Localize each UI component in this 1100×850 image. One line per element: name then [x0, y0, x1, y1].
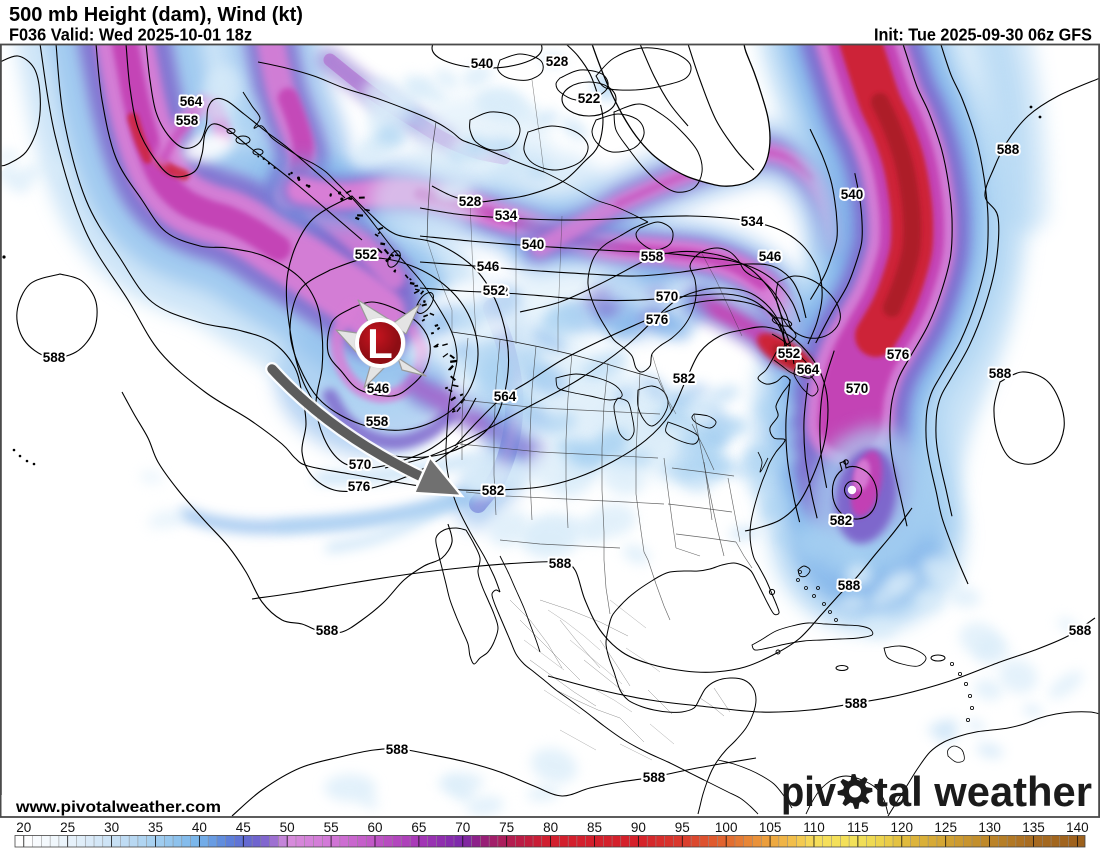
svg-text:L: L	[367, 320, 393, 367]
svg-text:570: 570	[656, 289, 679, 304]
svg-text:F036 Valid: Wed 2025-10-01 18z: F036 Valid: Wed 2025-10-01 18z	[9, 25, 252, 45]
svg-text:582: 582	[482, 483, 505, 498]
svg-text:85: 85	[587, 820, 602, 835]
svg-text:570: 570	[349, 457, 372, 472]
svg-text:115: 115	[847, 820, 869, 835]
svg-text:105: 105	[759, 820, 782, 835]
svg-text:75: 75	[499, 820, 514, 835]
svg-text:558: 558	[176, 113, 199, 128]
svg-text:522: 522	[578, 91, 601, 106]
svg-text:50: 50	[280, 820, 295, 835]
svg-text:576: 576	[887, 347, 910, 362]
svg-text:546: 546	[367, 381, 390, 396]
svg-text:35: 35	[148, 820, 163, 835]
svg-text:65: 65	[411, 820, 426, 835]
svg-text:540: 540	[471, 56, 494, 71]
svg-text:588: 588	[43, 350, 66, 365]
svg-text:564: 564	[797, 362, 820, 377]
svg-text:80: 80	[543, 820, 558, 835]
svg-text:552: 552	[486, 284, 509, 299]
svg-text:576: 576	[348, 479, 371, 494]
svg-text:90: 90	[631, 820, 646, 835]
svg-text:70: 70	[455, 820, 470, 835]
svg-text:528: 528	[459, 194, 482, 209]
svg-text:588: 588	[838, 578, 861, 593]
svg-text:588: 588	[316, 623, 339, 638]
svg-text:100: 100	[715, 820, 738, 835]
svg-text:558: 558	[641, 249, 664, 264]
svg-text:135: 135	[1022, 820, 1045, 835]
svg-text:588: 588	[1069, 623, 1092, 638]
svg-text:588: 588	[643, 770, 666, 785]
svg-text:25: 25	[60, 820, 75, 835]
svg-text:55: 55	[324, 820, 339, 835]
svg-text:588: 588	[845, 696, 868, 711]
svg-text:552: 552	[778, 346, 801, 361]
svg-text:45: 45	[236, 820, 251, 835]
svg-text:500 mb Height (dam), Wind (kt): 500 mb Height (dam), Wind (kt)	[9, 4, 303, 26]
svg-text:110: 110	[803, 820, 825, 835]
svg-text:540: 540	[841, 187, 864, 202]
svg-text:528: 528	[546, 54, 569, 69]
svg-text:576: 576	[646, 312, 669, 327]
svg-text:125: 125	[934, 820, 957, 835]
svg-text:588: 588	[549, 556, 572, 571]
svg-text:40: 40	[192, 820, 207, 835]
svg-text:140: 140	[1066, 820, 1089, 835]
svg-text:130: 130	[978, 820, 1001, 835]
svg-text:558: 558	[366, 414, 389, 429]
svg-text:588: 588	[997, 142, 1020, 157]
svg-text:582: 582	[830, 513, 853, 528]
svg-text:540: 540	[522, 237, 545, 252]
svg-text:534: 534	[495, 208, 518, 223]
svg-text:Init: Tue 2025-09-30 06z GFS: Init: Tue 2025-09-30 06z GFS	[874, 25, 1092, 45]
svg-text:546: 546	[477, 259, 500, 274]
svg-text:552: 552	[355, 247, 378, 262]
svg-text:95: 95	[675, 820, 690, 835]
svg-text:534: 534	[741, 214, 764, 229]
svg-text:60: 60	[367, 820, 382, 835]
svg-text:120: 120	[891, 820, 914, 835]
svg-text:tal weather: tal weather	[874, 768, 1092, 815]
svg-text:www.pivotalweather.com: www.pivotalweather.com	[15, 799, 221, 816]
svg-text:30: 30	[104, 820, 119, 835]
svg-text:piv: piv	[781, 768, 837, 815]
svg-text:564: 564	[494, 389, 517, 404]
svg-text:564: 564	[180, 94, 203, 109]
svg-text:546: 546	[759, 249, 782, 264]
svg-text:570: 570	[846, 381, 869, 396]
svg-text:552: 552	[483, 283, 506, 298]
svg-text:20: 20	[16, 820, 31, 835]
svg-text:582: 582	[673, 371, 696, 386]
svg-text:588: 588	[386, 742, 409, 757]
svg-text:588: 588	[989, 366, 1012, 381]
